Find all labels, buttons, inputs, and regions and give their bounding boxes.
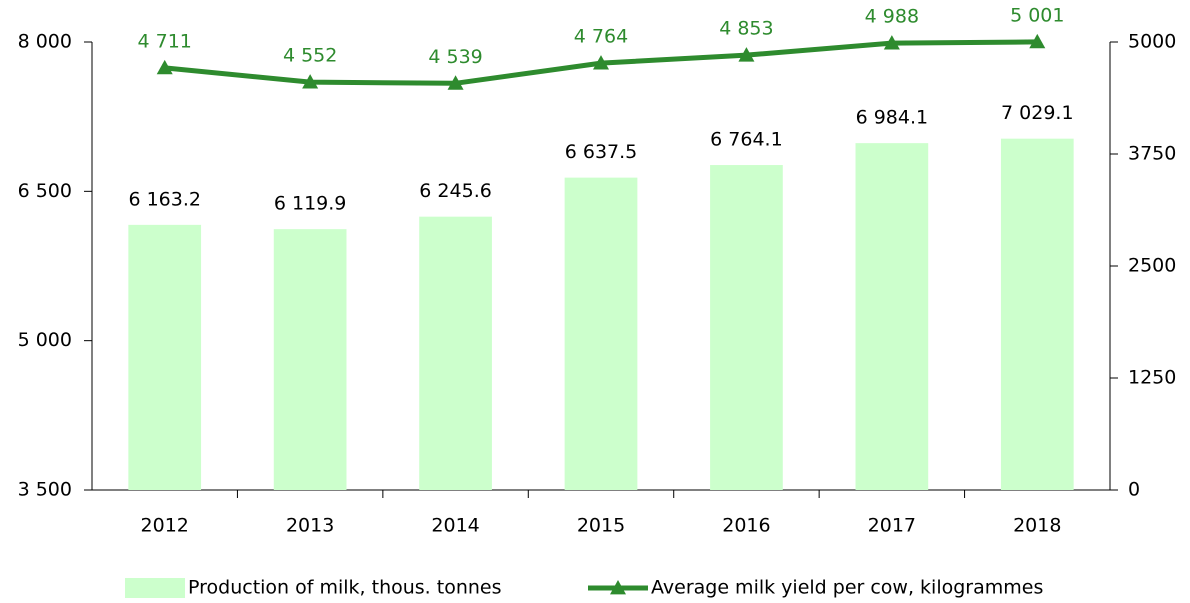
line-marker — [447, 75, 464, 90]
legend-swatch — [125, 578, 185, 598]
line-marker — [738, 47, 755, 62]
x-tick-label: 2016 — [722, 515, 770, 537]
bar-value-label: 6 119.9 — [274, 193, 347, 215]
x-tick-label: 2012 — [141, 515, 189, 537]
x-tick-label: 2018 — [1013, 515, 1061, 537]
y-tick-label: 8 000 — [18, 31, 72, 53]
bar-value-label: 6 764.1 — [710, 129, 783, 151]
x-tick-label: 2017 — [868, 515, 916, 537]
bar-value-label: 7 029.1 — [1001, 102, 1074, 124]
line-marker — [1029, 33, 1046, 49]
bar — [855, 143, 929, 490]
y2-tick-label: 5000 — [1128, 31, 1176, 53]
bar-value-label: 6 245.6 — [419, 180, 492, 202]
line-value-label: 4 552 — [283, 45, 337, 67]
x-tick-label: 2014 — [431, 515, 479, 537]
bar — [273, 229, 347, 491]
x-tick-label: 2015 — [577, 515, 625, 537]
bar — [564, 177, 638, 490]
y2-tick-label: 1250 — [1128, 367, 1176, 389]
line-marker — [302, 74, 319, 89]
line-value-label: 4 539 — [428, 46, 482, 68]
legend-marker — [610, 580, 626, 595]
x-tick-label: 2013 — [286, 515, 334, 537]
line-value-label: 4 988 — [865, 6, 919, 28]
line-value-label: 4 853 — [719, 18, 773, 40]
line-marker — [883, 35, 900, 50]
bar-value-label: 6 984.1 — [856, 107, 929, 129]
bar — [710, 165, 783, 490]
line-marker — [156, 59, 173, 75]
line-value-label: 5 001 — [1010, 4, 1064, 26]
y2-tick-label: 3750 — [1128, 143, 1176, 165]
line-value-label: 4 711 — [138, 30, 192, 52]
y2-tick-label: 2500 — [1128, 255, 1176, 277]
y-tick-label: 3 500 — [18, 479, 72, 501]
y-tick-label: 5 000 — [18, 329, 72, 351]
legend-label: Average milk yield per cow, kilogrammes — [651, 577, 1043, 599]
bar — [1000, 138, 1074, 490]
bar-value-label: 6 163.2 — [128, 188, 201, 210]
y2-tick-label: 0 — [1128, 479, 1140, 501]
line-value-label: 4 764 — [574, 26, 628, 48]
bar — [419, 216, 492, 490]
y-tick-label: 6 500 — [18, 180, 72, 202]
line-marker — [593, 55, 609, 70]
bar-value-label: 6 637.5 — [565, 141, 638, 163]
bar — [128, 224, 202, 490]
legend-label: Production of milk, thous. tonnes — [188, 577, 502, 599]
